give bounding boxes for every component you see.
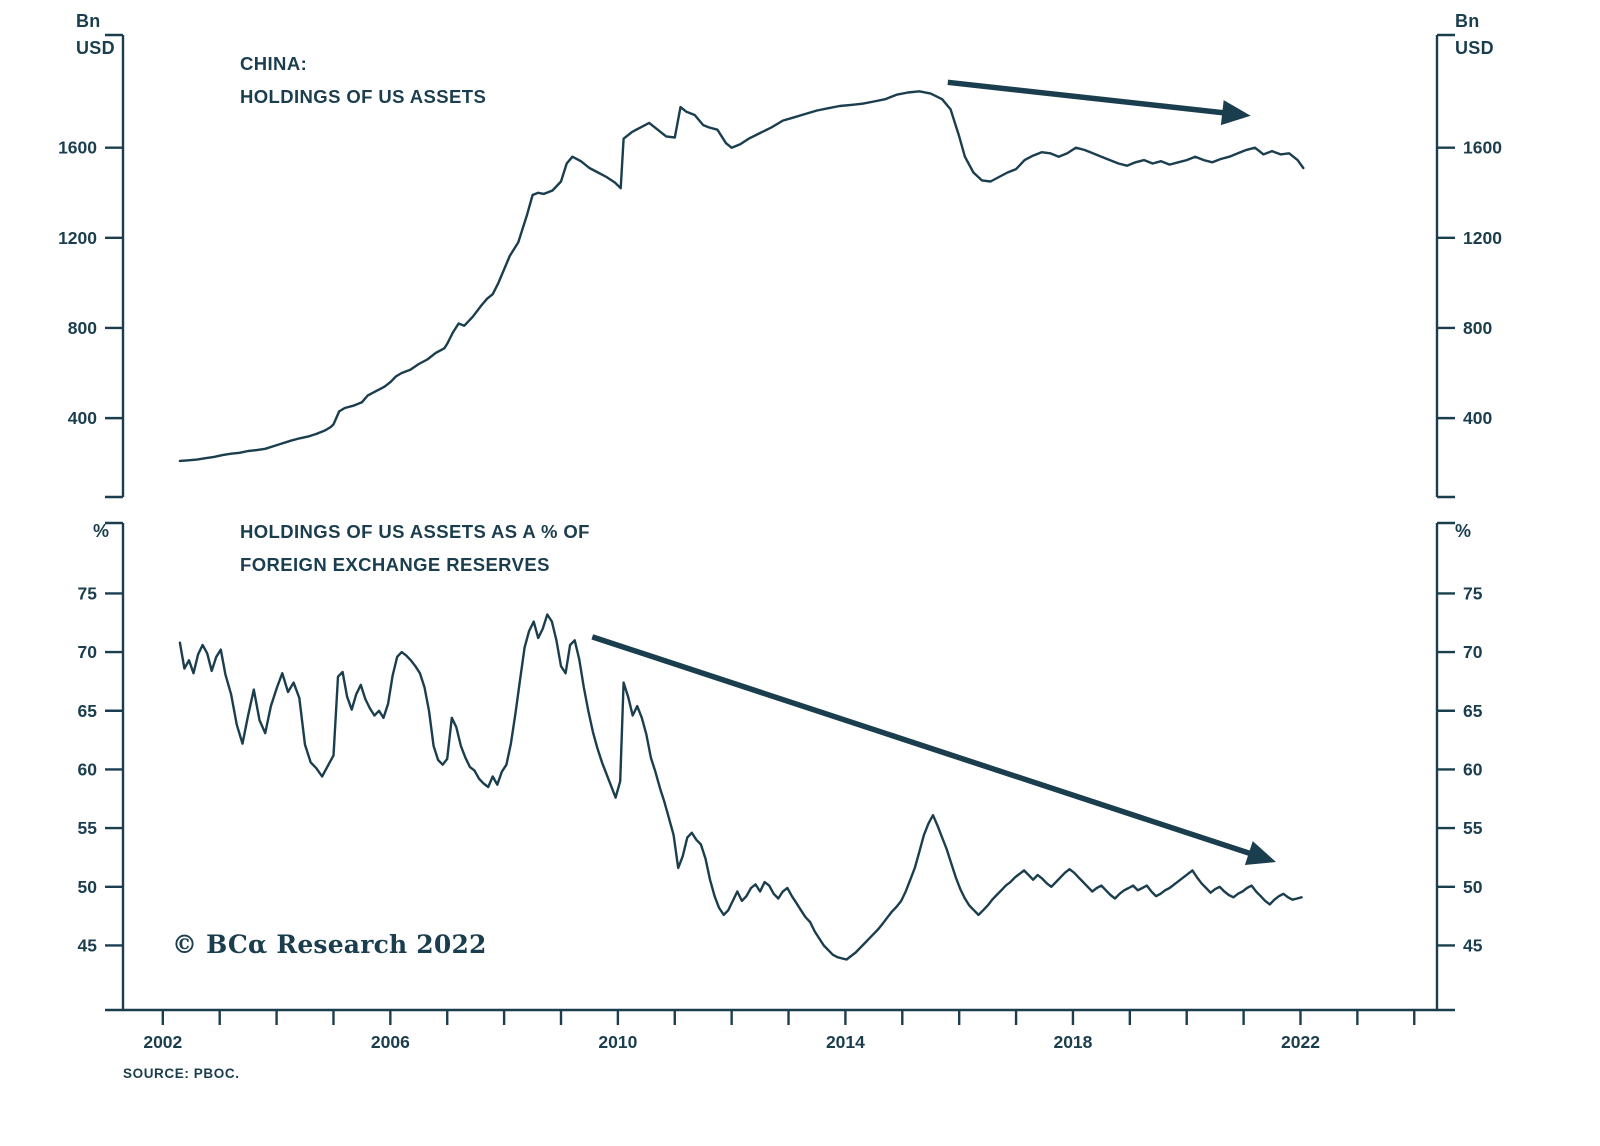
svg-text:75: 75 bbox=[78, 583, 98, 603]
svg-text:70: 70 bbox=[1463, 642, 1483, 662]
svg-text:800: 800 bbox=[68, 318, 97, 338]
top-panel-title: CHINA: HOLDINGS OF US ASSETS bbox=[240, 53, 487, 107]
svg-text:1200: 1200 bbox=[1463, 228, 1502, 248]
svg-text:65: 65 bbox=[1463, 701, 1483, 721]
svg-text:70: 70 bbox=[78, 642, 98, 662]
y-axis-unit-top-left: Bn USD bbox=[76, 11, 115, 58]
source-note: SOURCE: PBOC. bbox=[123, 1066, 240, 1081]
svg-text:60: 60 bbox=[78, 759, 98, 779]
svg-text:2010: 2010 bbox=[598, 1032, 637, 1052]
bottom-panel-title: HOLDINGS OF US ASSETS AS A % OF FOREIGN … bbox=[240, 521, 590, 575]
svg-text:50: 50 bbox=[78, 877, 98, 897]
svg-text:800: 800 bbox=[1463, 318, 1492, 338]
svg-text:1200: 1200 bbox=[58, 228, 97, 248]
svg-text:1600: 1600 bbox=[1463, 138, 1502, 158]
svg-text:2006: 2006 bbox=[371, 1032, 410, 1052]
svg-text:2022: 2022 bbox=[1281, 1032, 1320, 1052]
svg-text:2014: 2014 bbox=[826, 1032, 865, 1052]
svg-text:400: 400 bbox=[1463, 408, 1492, 428]
svg-text:2018: 2018 bbox=[1053, 1032, 1092, 1052]
y-axis-unit-bottom-right: % bbox=[1455, 521, 1472, 541]
svg-text:1600: 1600 bbox=[58, 138, 97, 158]
svg-text:45: 45 bbox=[1463, 935, 1483, 955]
y-axis-unit-bottom-left: % bbox=[93, 521, 110, 541]
svg-text:50: 50 bbox=[1463, 877, 1483, 897]
y-axis-unit-top-right: Bn USD bbox=[1455, 11, 1494, 58]
svg-text:55: 55 bbox=[1463, 818, 1483, 838]
svg-text:60: 60 bbox=[1463, 759, 1483, 779]
svg-text:55: 55 bbox=[78, 818, 98, 838]
svg-text:2002: 2002 bbox=[143, 1032, 182, 1052]
svg-text:75: 75 bbox=[1463, 583, 1483, 603]
svg-text:65: 65 bbox=[78, 701, 98, 721]
svg-text:45: 45 bbox=[78, 935, 98, 955]
svg-text:400: 400 bbox=[68, 408, 97, 428]
copyright-note: © BCα Research 2022 bbox=[172, 930, 487, 959]
